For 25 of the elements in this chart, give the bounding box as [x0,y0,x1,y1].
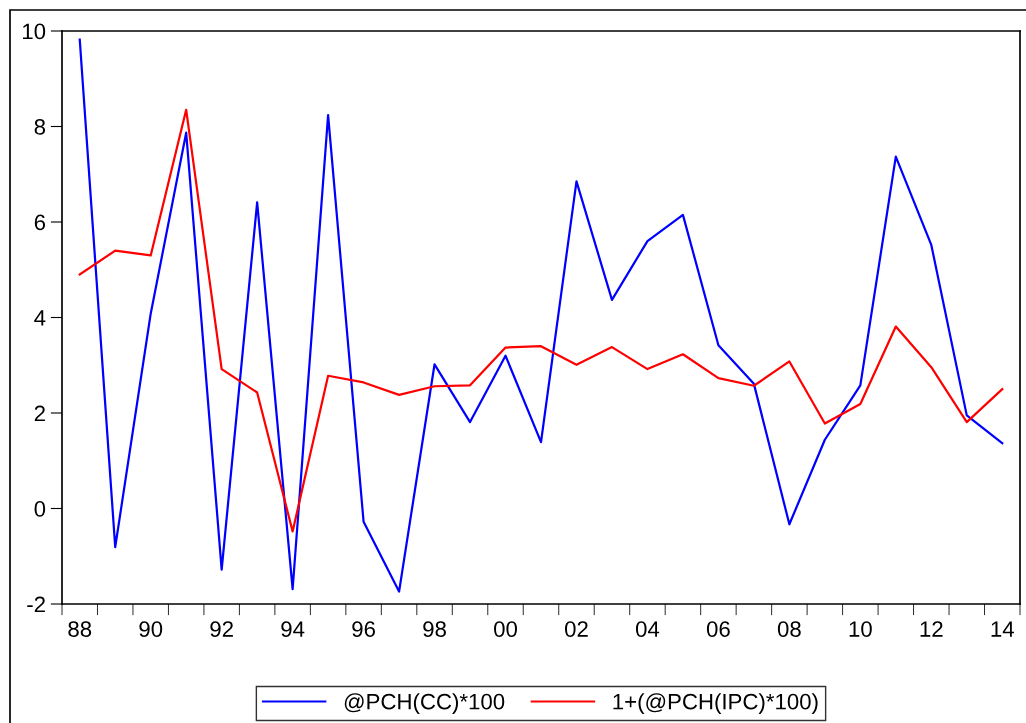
y-tick-label: 8 [34,119,46,135]
x-tick-label: 98 [423,621,446,637]
x-tick-label: 90 [139,621,163,637]
x-tick-label: 12 [920,621,943,637]
line-series [78,108,1004,533]
y-tick-label: -2 [27,596,45,613]
y-tick-label: 10 [23,23,46,40]
x-tick-label: 92 [210,621,233,637]
line-series [78,38,1004,593]
x-tick-label: 14 [991,621,1014,637]
x-tick-label: 06 [706,621,730,637]
x-tick-label: 04 [635,621,660,637]
x-tick-label: 96 [352,621,375,637]
y-tick-label: 0 [34,501,46,517]
x-tick-label: 08 [777,621,801,637]
legend-label: @PCH(CC)*100 [344,693,505,714]
x-tick-label: 88 [68,621,92,637]
x-tick-label: 00 [494,621,518,637]
x-tick-label: 02 [564,621,588,637]
y-tick-label: 4 [34,310,46,326]
x-tick-label: 94 [281,621,305,637]
y-tick-label: 2 [34,405,45,422]
x-tick-label: 10 [849,621,872,637]
legend-label: 1+(@PCH(IPC)*100) [613,693,818,714]
y-tick-label: 6 [34,214,46,231]
